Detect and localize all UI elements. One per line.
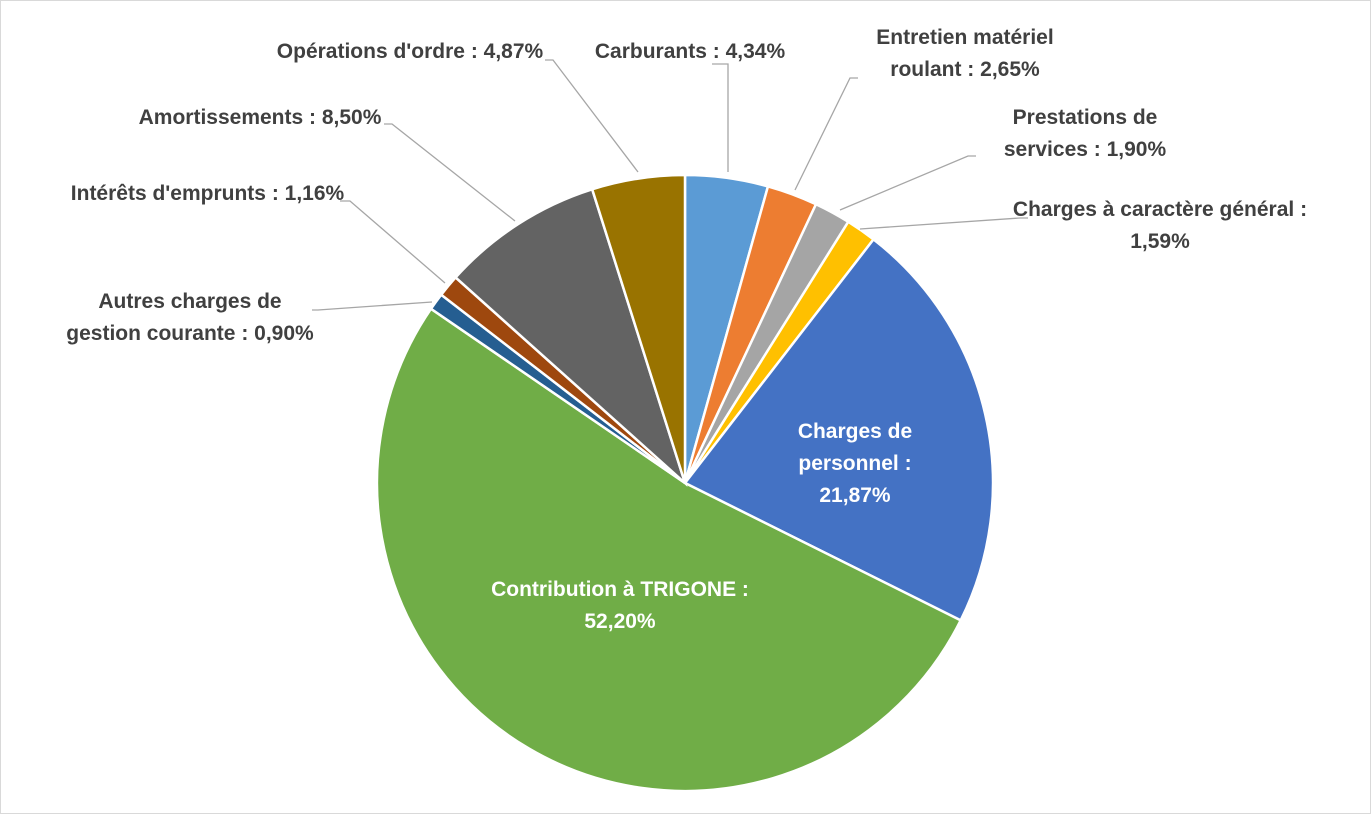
leader-line bbox=[340, 200, 446, 284]
label-separator: : bbox=[464, 40, 484, 63]
label-separator: : bbox=[736, 578, 749, 601]
label-value: 1,90% bbox=[1106, 138, 1167, 161]
label-value: 52,20% bbox=[584, 610, 656, 633]
label-separator: : bbox=[1087, 138, 1107, 161]
label-separator: : bbox=[706, 40, 726, 63]
pie-slice bbox=[375, 307, 963, 793]
label-category: Prestations de services bbox=[1003, 106, 1158, 161]
data-label: Carburants : 4,34% bbox=[560, 36, 820, 68]
label-value: 1,16% bbox=[284, 182, 345, 205]
label-value: 2,65% bbox=[980, 58, 1040, 81]
leader-line bbox=[859, 217, 1028, 230]
label-value: 8,50% bbox=[321, 106, 382, 129]
label-value: 4,87% bbox=[483, 40, 544, 63]
data-label: Autres charges de gestion courante : 0,9… bbox=[60, 286, 320, 350]
pie-slice bbox=[453, 187, 688, 487]
data-label: Charges de personnel : 21,87% bbox=[780, 416, 930, 512]
leader-line bbox=[794, 77, 858, 191]
label-category: Opérations d'ordre bbox=[276, 40, 465, 63]
label-category: Charges à caractère général bbox=[1012, 198, 1295, 221]
label-separator: : bbox=[265, 182, 285, 205]
label-category: Intérêts d'emprunts bbox=[70, 182, 266, 205]
label-category: Charges de personnel bbox=[797, 420, 913, 475]
label-value: 21,87% bbox=[819, 484, 891, 507]
label-category: Amortissements bbox=[138, 106, 304, 129]
label-separator: : bbox=[235, 322, 255, 345]
label-separator: : bbox=[961, 58, 981, 81]
label-value: 4,34% bbox=[725, 40, 786, 63]
data-label: Opérations d'ordre : 4,87% bbox=[270, 36, 550, 68]
label-value: 0,90% bbox=[254, 322, 314, 345]
data-label: Contribution à TRIGONE : 52,20% bbox=[470, 574, 770, 638]
leader-line bbox=[545, 59, 639, 173]
data-label: Intérêts d'emprunts : 1,16% bbox=[70, 178, 345, 210]
label-category: Entretien matériel roulant bbox=[876, 26, 1054, 81]
data-label: Charges à caractère général : 1,59% bbox=[1010, 194, 1310, 258]
leader-line bbox=[312, 301, 433, 311]
pie-slice bbox=[590, 173, 687, 484]
leader-line bbox=[839, 155, 976, 211]
data-label: Amortissements : 8,50% bbox=[135, 102, 385, 134]
leader-line bbox=[384, 123, 516, 222]
label-value: 1,59% bbox=[1130, 230, 1190, 253]
leader-line bbox=[712, 63, 729, 172]
data-label: Entretien matériel roulant : 2,65% bbox=[840, 22, 1090, 86]
data-label: Prestations de services : 1,90% bbox=[975, 102, 1195, 166]
label-category: Autres charges de gestion courante bbox=[66, 290, 282, 345]
pie-slice bbox=[683, 237, 995, 623]
label-separator: : bbox=[303, 106, 322, 129]
label-separator: : bbox=[898, 452, 912, 475]
label-category: Carburants bbox=[594, 40, 707, 63]
label-category: Contribution à TRIGONE bbox=[491, 578, 737, 601]
label-separator: : bbox=[1294, 198, 1308, 221]
